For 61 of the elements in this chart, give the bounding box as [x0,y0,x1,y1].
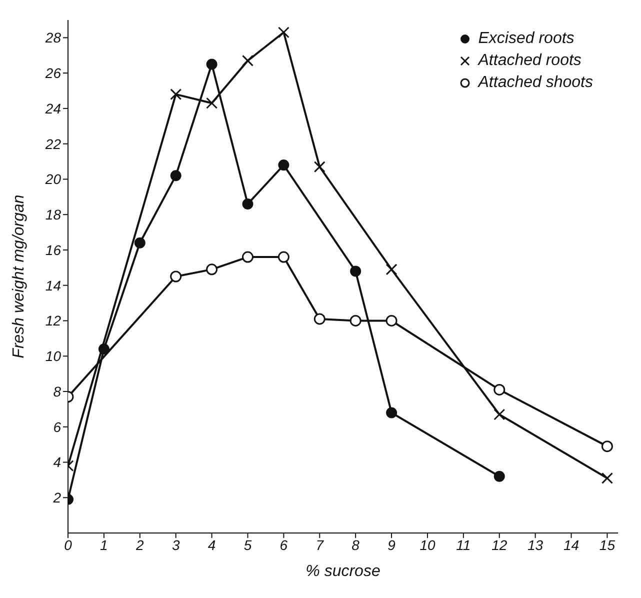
x-tick-label: 4 [208,536,216,553]
y-tick-label: 20 [44,171,62,188]
point [170,170,182,182]
point [242,251,254,263]
point [206,97,218,109]
x-axis-title: % sucrose [306,563,380,580]
y-tick-label: 22 [44,136,62,152]
x-tick-label: 10 [420,536,436,553]
point [206,58,218,70]
point [386,407,398,418]
point [601,472,613,484]
y-tick-label: 14 [45,277,62,294]
x-tick-label: 7 [316,536,325,553]
point [170,88,182,100]
y-tick-label: 12 [45,312,62,329]
legend-label: Attached roots [478,51,582,71]
x-tick-label: 11 [456,536,471,553]
x-tick-label: 0 [64,536,72,553]
x-tick-label: 12 [492,536,508,553]
point [242,54,254,66]
y-tick-label: 28 [44,30,62,46]
x-tick-label: 9 [388,536,396,553]
x-tick-label: 8 [352,536,360,553]
point [134,237,146,248]
point [170,270,182,282]
y-axis-title: Fresh weight mg/organ [10,194,28,358]
x-tick-label: 6 [280,536,288,553]
legend-label: Attached shoots [478,73,593,93]
point [98,344,110,355]
point [386,264,398,276]
point [494,384,506,396]
point [350,266,362,277]
x-tick-label: 1 [100,536,108,553]
point [278,160,290,171]
y-tick-label: 16 [45,242,62,258]
y-tick-label: 26 [44,65,62,82]
x-tick-label: 15 [599,536,616,553]
legend-label: Excised roots [478,29,574,49]
x-tick-label: 14 [563,536,580,553]
point [494,408,506,420]
y-tick-label: 10 [45,348,62,364]
point [278,251,290,263]
point [601,440,613,452]
y-tick-label: 18 [45,206,62,223]
point [206,264,218,276]
point [242,198,254,210]
x-tick-label: 2 [134,536,144,553]
x-tick-label: 13 [528,536,544,553]
x-tick-label: 3 [172,536,180,553]
point [494,470,505,482]
y-tick-label: 8 [53,383,62,400]
y-tick-label: 2 [52,490,62,506]
point [314,313,326,325]
point [350,314,362,326]
y-tick-label: 24 [44,100,62,116]
x-tick-label: 5 [244,536,252,553]
point [386,314,398,326]
y-tick-label: 4 [53,454,62,470]
point [278,26,290,38]
y-tick-label: 6 [53,418,62,435]
point [314,161,326,173]
